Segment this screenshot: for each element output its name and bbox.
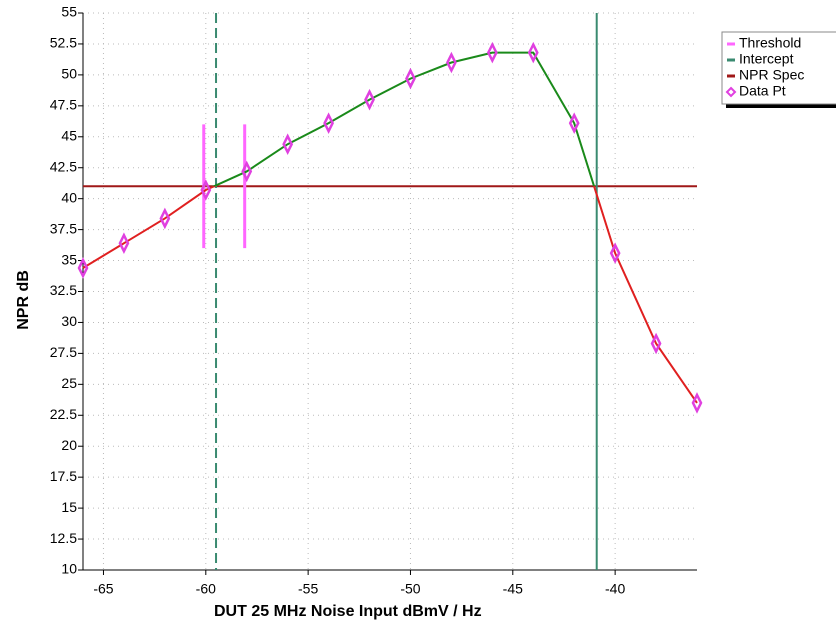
legend-label: Intercept <box>739 51 794 67</box>
data-point <box>405 67 416 90</box>
y-tick-label: 15 <box>61 499 77 515</box>
x-tick-label: -40 <box>605 581 625 597</box>
data-point <box>118 232 130 255</box>
y-tick-label: 12.5 <box>50 530 77 546</box>
legend-label: Threshold <box>739 35 801 51</box>
y-tick-label: 47.5 <box>50 97 77 113</box>
data-point <box>77 257 89 279</box>
y-tick-label: 40 <box>61 189 77 205</box>
y-tick-label: 10 <box>61 561 77 577</box>
data-point <box>446 51 457 74</box>
data-point <box>200 179 212 201</box>
y-tick-label: 25 <box>61 375 77 391</box>
data-point <box>241 160 253 183</box>
data-point <box>527 41 539 64</box>
y-tick-label: 37.5 <box>50 220 77 236</box>
x-tick-label: -65 <box>93 581 113 597</box>
y-tick-label: 30 <box>61 313 77 329</box>
data-point <box>364 88 375 111</box>
y-tick-label: 22.5 <box>50 406 77 422</box>
data-point <box>568 112 580 134</box>
legend-box <box>721 31 836 105</box>
x-tick-label: -45 <box>503 581 523 597</box>
x-tick-label: -60 <box>196 581 216 597</box>
x-tick-label: -55 <box>298 581 318 597</box>
y-tick-label: 45 <box>61 127 77 143</box>
y-tick-label: 32.5 <box>50 282 77 298</box>
x-axis-label: DUT 25 MHz Noise Input dBmV / Hz <box>214 603 482 620</box>
y-tick-label: 55 <box>61 4 77 20</box>
data-point <box>609 242 621 264</box>
y-tick-label: 20 <box>61 437 77 453</box>
y-axis-label: NPR dB <box>15 270 32 330</box>
legend-label: Data Pt <box>739 83 786 99</box>
data-point <box>323 112 334 134</box>
y-tick-label: 52.5 <box>50 35 77 51</box>
y-tick-label: 42.5 <box>50 158 77 174</box>
data-point <box>486 41 498 64</box>
data-point <box>282 133 294 155</box>
data-point <box>159 207 171 230</box>
y-tick-label: 17.5 <box>50 468 77 484</box>
legend-label: NPR Spec <box>739 67 804 83</box>
legend-swatch <box>725 86 737 98</box>
y-tick-label: 50 <box>61 66 77 82</box>
curve-below <box>82 186 698 404</box>
curve-above <box>211 51 596 187</box>
data-point <box>650 332 662 355</box>
data-point <box>691 392 703 414</box>
y-tick-label: 35 <box>61 251 77 267</box>
y-tick-label: 27.5 <box>50 344 77 360</box>
x-tick-label: -50 <box>400 581 420 597</box>
